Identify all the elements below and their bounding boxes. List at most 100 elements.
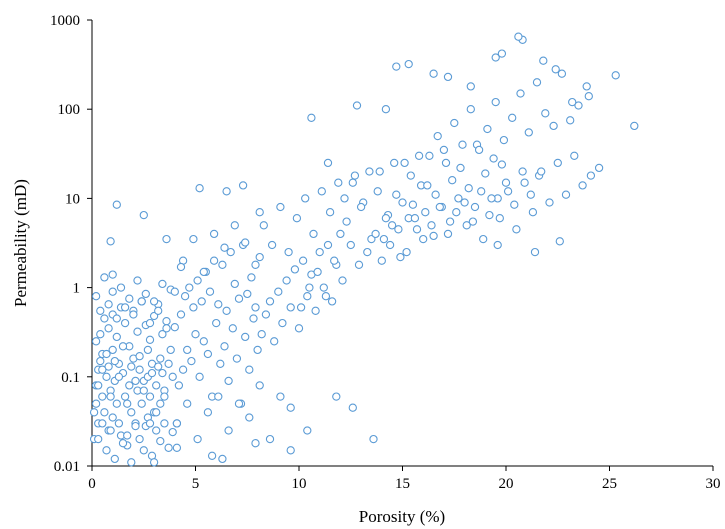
data-point (156, 354, 165, 363)
y-axis-ticks: 0.01 0.1 1 10 100 1000 (50, 13, 92, 475)
data-point (152, 408, 161, 417)
data-point (307, 113, 316, 122)
data-point (147, 368, 157, 378)
data-point (106, 426, 115, 435)
data-point (568, 97, 577, 107)
data-point (145, 419, 155, 428)
data-point (516, 89, 525, 98)
data-point (255, 252, 264, 262)
y-tick-label: 0.01 (54, 459, 80, 475)
data-point (251, 303, 260, 312)
data-point (549, 121, 558, 131)
data-point (241, 332, 250, 342)
data-point (466, 105, 475, 114)
data-point (145, 335, 155, 344)
data-point (584, 92, 593, 101)
data-point (94, 434, 103, 444)
data-point (172, 443, 182, 452)
data-point (212, 318, 221, 328)
data-point (425, 151, 434, 160)
data-point (98, 392, 107, 401)
data-point (286, 446, 295, 455)
data-point (220, 342, 229, 351)
data-point (298, 256, 308, 265)
data-point (164, 359, 173, 368)
data-point (218, 454, 227, 464)
data-point (267, 240, 277, 250)
data-point (414, 151, 424, 160)
data-point (135, 365, 144, 374)
data-point (429, 231, 438, 241)
data-point (301, 194, 310, 203)
data-point (334, 178, 343, 187)
data-point (255, 381, 264, 390)
data-point (441, 158, 451, 168)
data-point (452, 208, 461, 217)
data-point (100, 273, 109, 282)
data-point (110, 356, 119, 366)
data-point (566, 116, 575, 125)
x-tick-label: 0 (88, 476, 96, 492)
x-tick-label: 10 (292, 476, 307, 492)
data-point (487, 194, 496, 203)
data-point (427, 221, 436, 230)
data-point (191, 330, 200, 339)
data-point (123, 399, 132, 408)
data-point (162, 324, 171, 333)
data-point (112, 332, 121, 342)
data-point (485, 210, 494, 220)
data-point (187, 356, 196, 366)
data-point (104, 300, 113, 309)
data-point (410, 214, 420, 223)
data-point (303, 292, 312, 301)
data-point (532, 78, 542, 87)
data-point (133, 276, 142, 285)
data-point (369, 434, 378, 444)
data-point (158, 330, 167, 339)
data-point (330, 256, 339, 265)
data-point (112, 200, 121, 209)
data-point (156, 399, 165, 408)
data-point (346, 240, 355, 250)
data-point (102, 349, 111, 359)
data-point (290, 265, 300, 274)
data-point (253, 345, 262, 355)
data-point (286, 303, 295, 312)
data-point (392, 62, 401, 71)
data-point (234, 294, 244, 303)
data-point (257, 330, 266, 339)
data-point (185, 283, 194, 292)
data-point (149, 297, 159, 306)
data-point (561, 190, 571, 199)
data-point (570, 151, 579, 160)
data-point (276, 202, 285, 212)
data-point (123, 431, 132, 440)
data-point (127, 362, 136, 371)
data-point (466, 82, 475, 91)
data-point (555, 237, 564, 246)
data-point (501, 178, 511, 187)
data-point (243, 289, 252, 299)
data-point (203, 349, 213, 359)
data-point (251, 439, 260, 448)
data-point (91, 292, 101, 301)
data-point (456, 163, 465, 173)
data-point (145, 392, 155, 401)
data-point (586, 171, 596, 180)
data-point (152, 381, 161, 390)
x-tick-label: 15 (395, 476, 410, 492)
data-point (479, 234, 488, 244)
data-point (234, 399, 244, 408)
data-point (458, 140, 467, 149)
data-point (162, 317, 171, 326)
data-point (524, 128, 533, 137)
data-point (342, 217, 351, 226)
data-point (141, 289, 150, 299)
data-point (224, 376, 233, 386)
data-point (468, 217, 478, 226)
data-point (176, 262, 186, 272)
data-point (402, 247, 411, 257)
data-point (133, 327, 142, 336)
data-point (102, 446, 111, 455)
